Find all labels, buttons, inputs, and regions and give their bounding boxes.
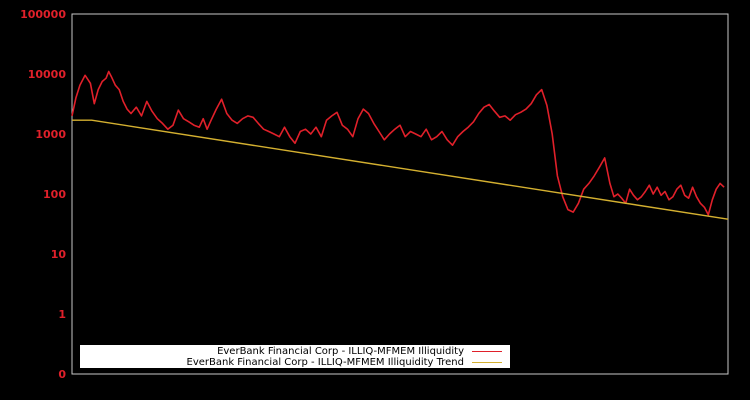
legend-item-illiquidity: EverBank Financial Corp - ILLIQ-MFMEM Il… [217,346,502,357]
y-tick-label: 1000 [35,128,66,141]
legend-swatch-yellow-line-icon [472,362,502,363]
y-tick-label: 100 [43,188,66,201]
y-tick-label: 100000 [20,8,66,21]
y-tick-label: 0 [58,368,66,381]
legend-swatch-red-line-icon [472,351,502,352]
legend: EverBank Financial Corp - ILLIQ-MFMEM Il… [80,345,510,368]
series-group [71,70,729,220]
plot-frame [71,13,729,375]
illiquidity-trend-line [72,119,729,220]
legend-label: EverBank Financial Corp - ILLIQ-MFMEM Il… [186,357,464,368]
y-tick-label: 10000 [28,68,67,81]
legend-item-trend: EverBank Financial Corp - ILLIQ-MFMEM Il… [187,357,502,368]
legend-label: EverBank Financial Corp - ILLIQ-MFMEM Il… [217,346,464,357]
y-tick-label: 1 [58,308,66,321]
y-tick-label: 10 [51,248,67,261]
illiquidity-line [71,70,725,216]
